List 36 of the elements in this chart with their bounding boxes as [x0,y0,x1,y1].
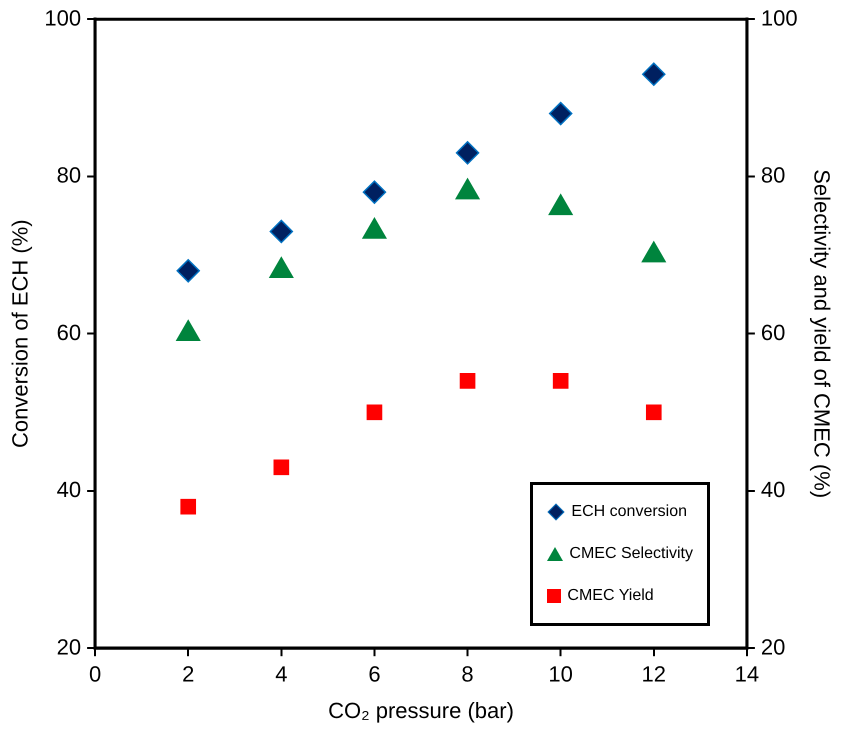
y2-tick-label: 20 [760,634,786,660]
point [180,498,196,514]
x-tick-label: 2 [182,661,194,686]
point [274,460,290,476]
y2-tick-label: 60 [760,320,786,345]
x-tick-label: 0 [88,661,102,686]
y-tick-label: 80 [56,162,82,188]
y-tick-label: 60 [56,320,82,345]
legend-label: CMEC Selectivity [569,545,693,563]
point [548,102,572,126]
legend-label: ECH conversion [571,503,688,521]
point [646,404,662,420]
x-axis-title: CO₂ pressure (bar) [328,698,514,723]
x-tick-label: 4 [275,661,288,686]
point [552,373,568,389]
x-tick-label: 8 [461,661,474,686]
point [270,220,294,244]
x-tick-label: 10 [548,661,573,686]
x-tick-label: 14 [734,661,760,686]
point [642,62,666,86]
y-tick-label: 100 [44,5,82,30]
x-tick-label: 12 [642,661,666,686]
point [362,180,386,204]
y-axis-title: Conversion of ECH (%) [7,219,32,448]
y2-tick-label: 80 [760,162,786,188]
y2-axis-title: Selectivity and yield of CMEC (%) [810,169,835,498]
point [176,259,200,283]
x-tick-label: 6 [368,661,381,686]
y-tick-label: 20 [56,634,82,660]
y2-tick-label: 40 [760,477,786,502]
legend-label: CMEC Yield [567,587,654,605]
y2-tick-label: 100 [760,5,798,30]
point [456,141,480,165]
point [366,404,382,420]
y-tick-label: 40 [56,477,82,502]
point [460,373,476,389]
